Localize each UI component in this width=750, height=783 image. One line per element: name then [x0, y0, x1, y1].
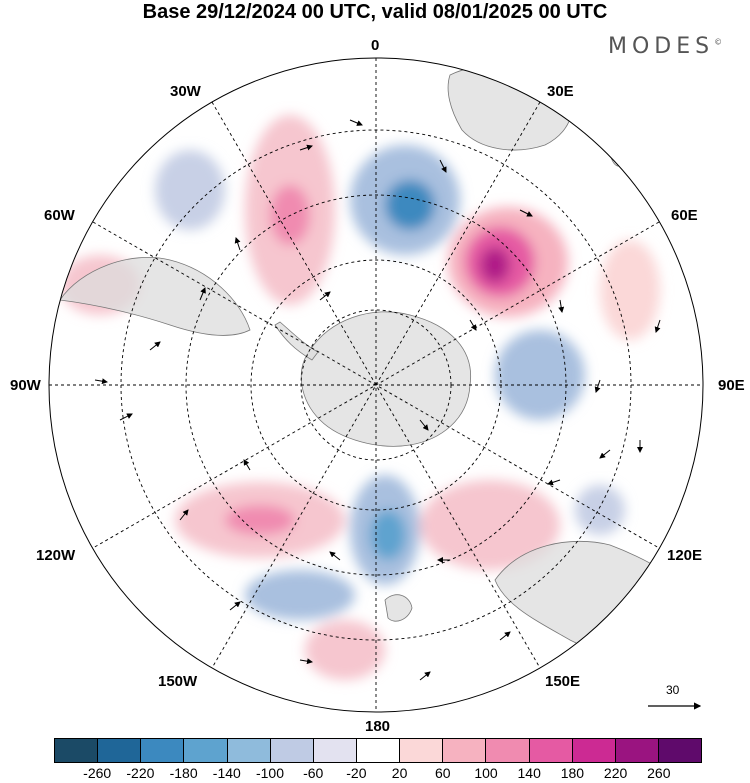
lon-label-30w: 30W	[170, 83, 201, 100]
south-america-outline	[59, 257, 251, 336]
polar-map	[48, 57, 704, 713]
map-boundary	[48, 57, 704, 713]
map-disc	[49, 58, 703, 712]
colorbar-swatch	[572, 739, 616, 762]
colorbar-swatch	[55, 739, 99, 762]
colorbar	[54, 738, 702, 763]
colorbar-tick-label: 180	[560, 765, 585, 781]
colorbar-swatch	[615, 739, 659, 762]
lon-label-90w: 90W	[10, 377, 41, 394]
colorbar-tick-label: 140	[517, 765, 541, 781]
colorbar-ticks: -260 -220 -180 -140 -100 -60 -20 20 60 100 140 180 2…	[0, 765, 750, 783]
antarctic-peninsula-outline	[274, 321, 319, 361]
lon-label-60e: 60E	[671, 207, 698, 224]
colorbar-tick-label: -100	[255, 765, 285, 781]
new-zealand-outline	[384, 594, 413, 622]
anomaly-field	[60, 115, 660, 680]
lon-label-30e: 30E	[547, 83, 574, 100]
colorbar-tick-label: -220	[126, 765, 155, 781]
colorbar-swatch	[98, 739, 142, 762]
colorbar-swatch	[356, 739, 401, 762]
lon-label-120e: 120E	[667, 547, 703, 564]
colorbar-swatch	[227, 739, 271, 762]
map-title: Base 29/12/2024 00 UTC, valid 08/01/2025…	[142, 1, 608, 23]
lon-label-150w: 150W	[158, 673, 198, 690]
colorbar-tick-label: -260	[83, 765, 112, 781]
colorbar-swatch	[270, 739, 314, 762]
colorbar-tick-label: -60	[303, 765, 324, 781]
colorbar-swatch	[313, 739, 357, 762]
colorbar-tick-label: 20	[391, 765, 408, 781]
antarctica-outline	[300, 311, 472, 447]
colorbar-swatch	[658, 739, 702, 762]
colorbar-tick-label: 60	[435, 765, 451, 781]
colorbar-swatch	[486, 739, 530, 762]
colorbar-swatch	[443, 739, 487, 762]
brand-text: MODES	[608, 34, 715, 59]
lon-label-150e: 150E	[545, 673, 581, 690]
colorbar-tick-label: -20	[346, 765, 367, 781]
lon-label-90e: 90E	[718, 377, 745, 394]
copyright-mark: ©	[714, 37, 723, 47]
lon-label-0: 0	[371, 37, 380, 54]
colorbar-swatch	[141, 739, 185, 762]
colorbar-swatch	[529, 739, 573, 762]
colorbar-tick-label: -140	[212, 765, 241, 781]
colorbar-tick-label: -180	[169, 765, 198, 781]
colorbar-swatch	[400, 739, 444, 762]
colorbar-tick-label: 220	[603, 765, 628, 781]
wind-vectors	[94, 119, 661, 681]
lon-label-120w: 120W	[36, 547, 76, 564]
lon-label-180: 180	[365, 718, 391, 735]
reference-vector-label: 30	[666, 683, 680, 697]
colorbar-tick-label: 100	[474, 765, 498, 781]
graticule	[49, 58, 703, 712]
modes-logo: MODES©	[608, 34, 722, 59]
lon-label-60w: 60W	[44, 207, 75, 224]
colorbar-swatch	[184, 739, 228, 762]
colorbar-tick-label: 260	[647, 765, 671, 781]
